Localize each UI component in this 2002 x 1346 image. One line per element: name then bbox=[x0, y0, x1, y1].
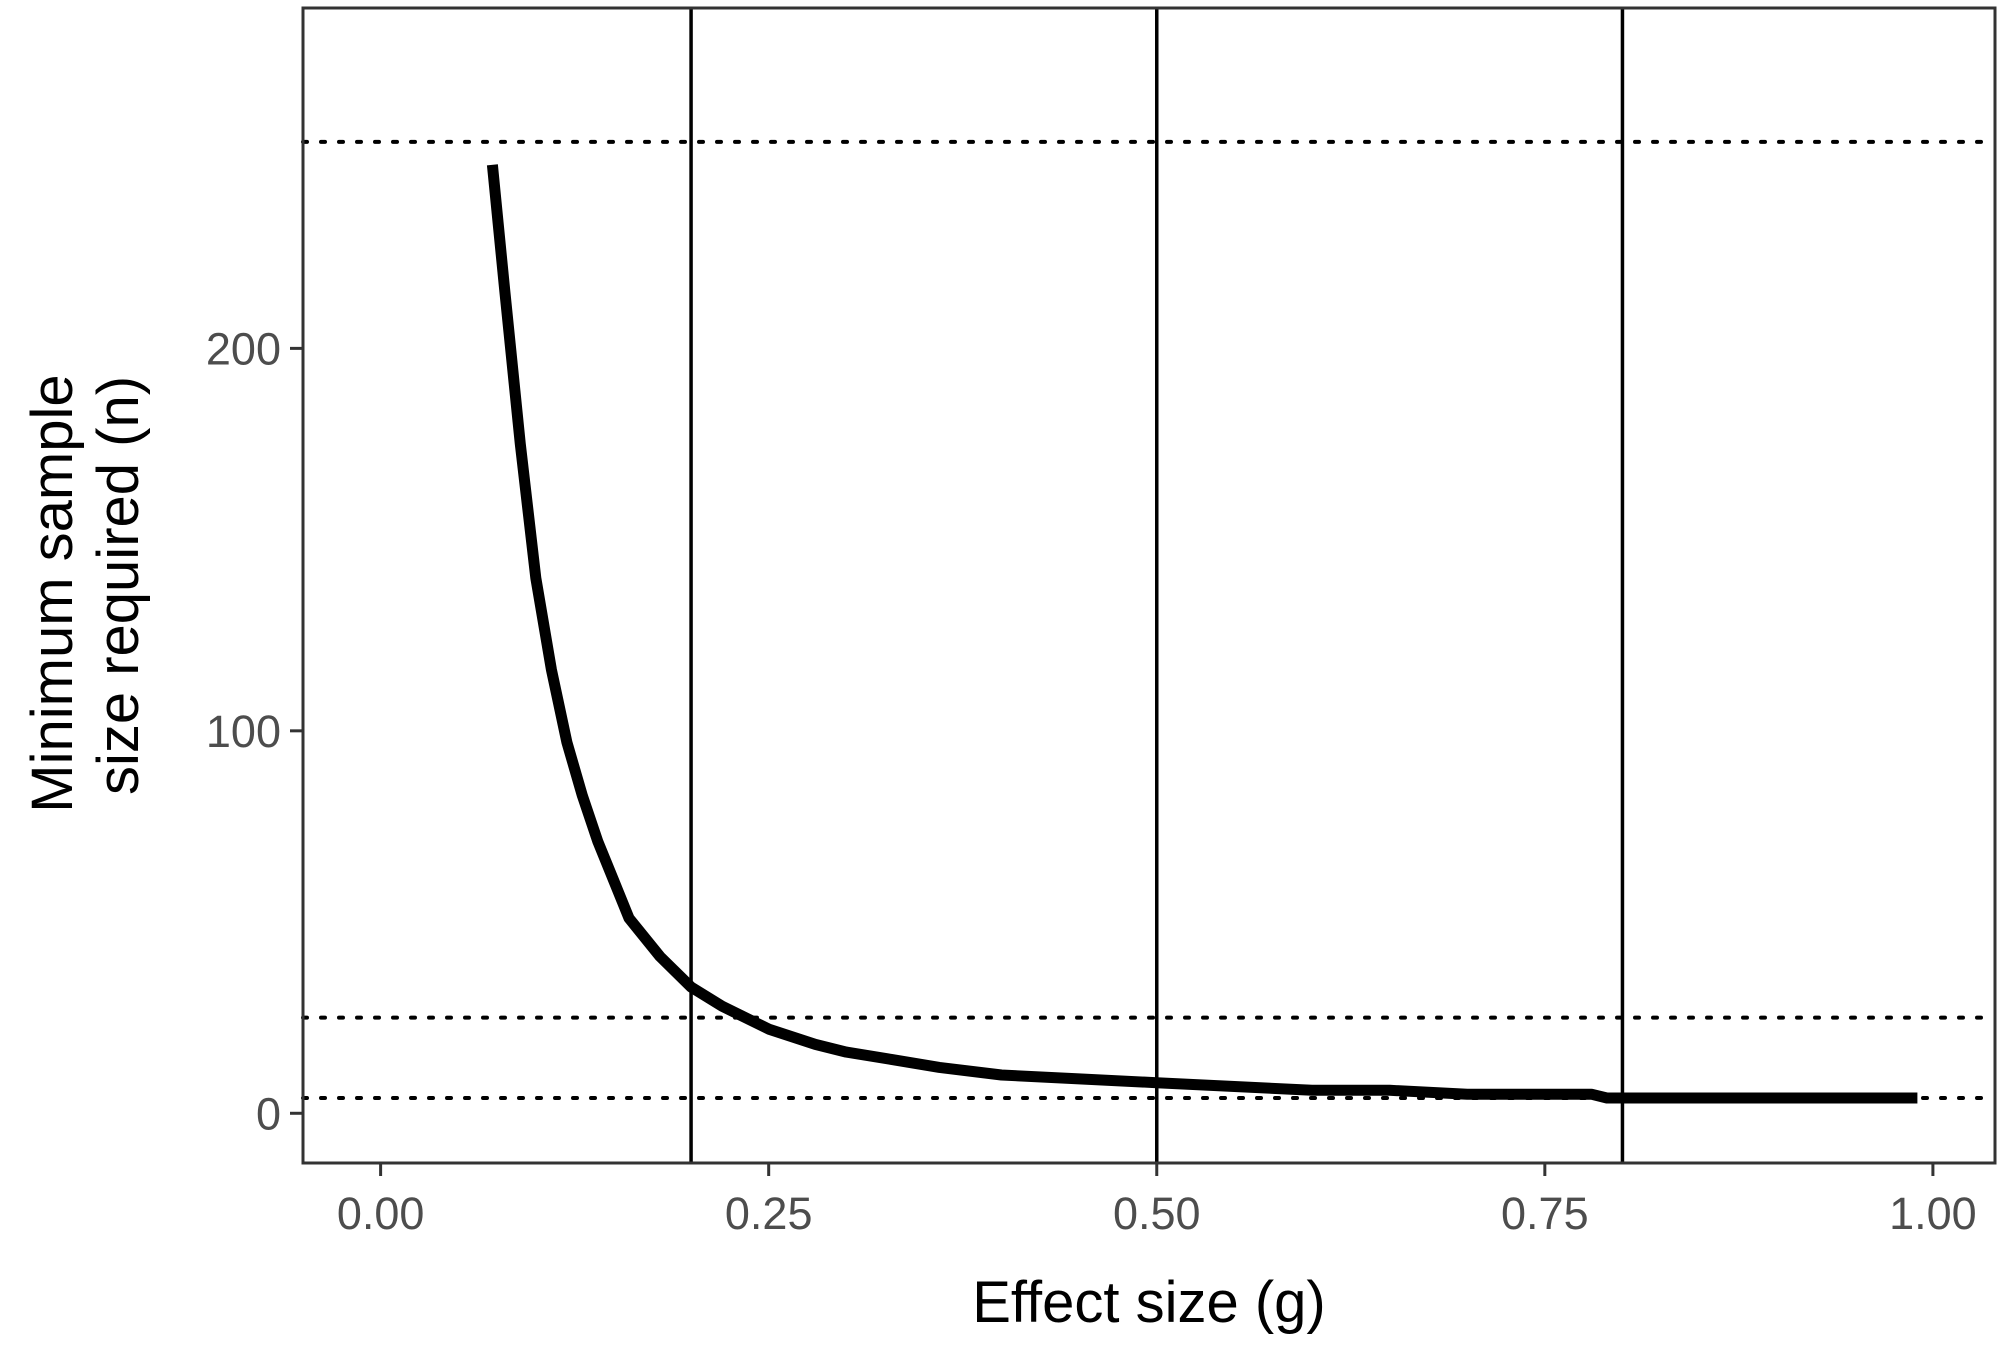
y-tick-label: 200 bbox=[206, 323, 281, 374]
chart-background bbox=[0, 0, 2002, 1346]
y-tick-label: 100 bbox=[206, 706, 281, 757]
x-tick-label: 0.00 bbox=[337, 1188, 425, 1239]
x-tick-label: 0.50 bbox=[1113, 1188, 1201, 1239]
y-axis-title-line-1: Minimum sample bbox=[20, 374, 85, 812]
x-tick-label: 1.00 bbox=[1889, 1188, 1977, 1239]
effect-size-chart: 0.00 0.25 0.50 0.75 1.00 0 100 200 Effect size… bbox=[0, 0, 2002, 1346]
y-tick-label: 0 bbox=[256, 1088, 281, 1139]
x-tick-label: 0.75 bbox=[1501, 1188, 1589, 1239]
x-axis-title: Effect size (g) bbox=[972, 1270, 1326, 1335]
y-axis-title-line-2: size required (n) bbox=[86, 376, 151, 795]
y-axis-title: Minimum sample size required (n) bbox=[20, 358, 151, 812]
x-tick-label: 0.25 bbox=[725, 1188, 813, 1239]
